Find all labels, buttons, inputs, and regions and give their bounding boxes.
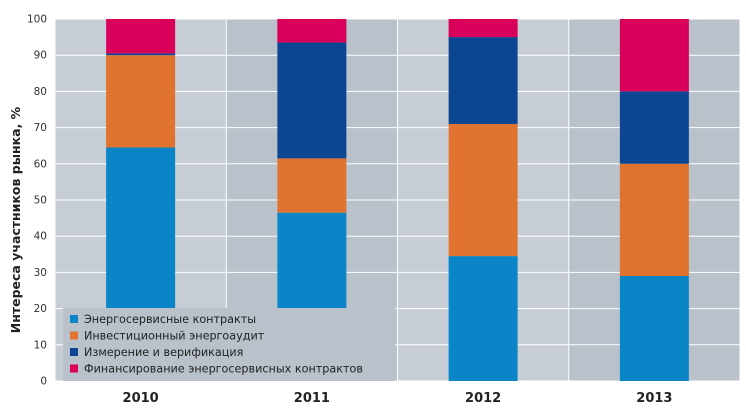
bar-segment [448, 256, 518, 381]
x-tick-label: 2010 [123, 391, 159, 406]
legend-label: Измерение и верификация [84, 346, 243, 359]
y-tick-label: 100 [27, 14, 47, 26]
bar-segment [106, 55, 176, 148]
y-tick-label: 30 [34, 267, 47, 279]
bar-segment [619, 19, 689, 92]
x-tick-label: 2011 [294, 391, 330, 406]
bar-segment [448, 123, 518, 257]
y-tick-label: 70 [34, 122, 47, 134]
legend-label: Инвестиционный энергоаудит [84, 330, 265, 343]
bar-segment [619, 276, 689, 381]
bar-segment [277, 19, 347, 43]
y-tick-label: 40 [34, 231, 47, 243]
legend-swatch [70, 348, 78, 356]
y-tick-label: 10 [34, 339, 47, 351]
y-tick-label: 60 [34, 158, 47, 170]
legend-swatch [70, 315, 78, 323]
legend: Энергосервисные контракты Инвестиционный … [63, 308, 395, 381]
bar-segment [106, 53, 176, 56]
y-tick-label: 20 [34, 303, 47, 315]
bar-segment [448, 37, 518, 124]
y-tick-label: 90 [34, 50, 47, 62]
bar-segment [277, 158, 347, 213]
y-tick-label: 0 [40, 376, 47, 388]
y-tick-label: 50 [34, 195, 47, 207]
legend-label: Энергосервисные контракты [84, 313, 256, 326]
legend-swatch [70, 364, 78, 373]
y-axis-label: Интереса участников рынка, % [8, 106, 23, 333]
bar-segment [277, 42, 347, 159]
x-tick-label: 2013 [636, 391, 672, 406]
x-axis: 2010 2011 2012 2013 [123, 391, 673, 406]
legend-swatch [70, 331, 78, 340]
bar-segment [619, 163, 689, 277]
legend-box [63, 308, 395, 381]
legend-label: Финансирование энергосервисных контракто… [84, 363, 363, 376]
x-tick-label: 2012 [465, 391, 501, 406]
y-tick-label: 80 [34, 86, 47, 98]
y-axis: 0 10 20 30 40 50 60 70 80 90 100 [27, 14, 47, 388]
bar-segment [448, 19, 518, 38]
bar-segment [106, 19, 176, 54]
bar-segment [619, 91, 689, 164]
